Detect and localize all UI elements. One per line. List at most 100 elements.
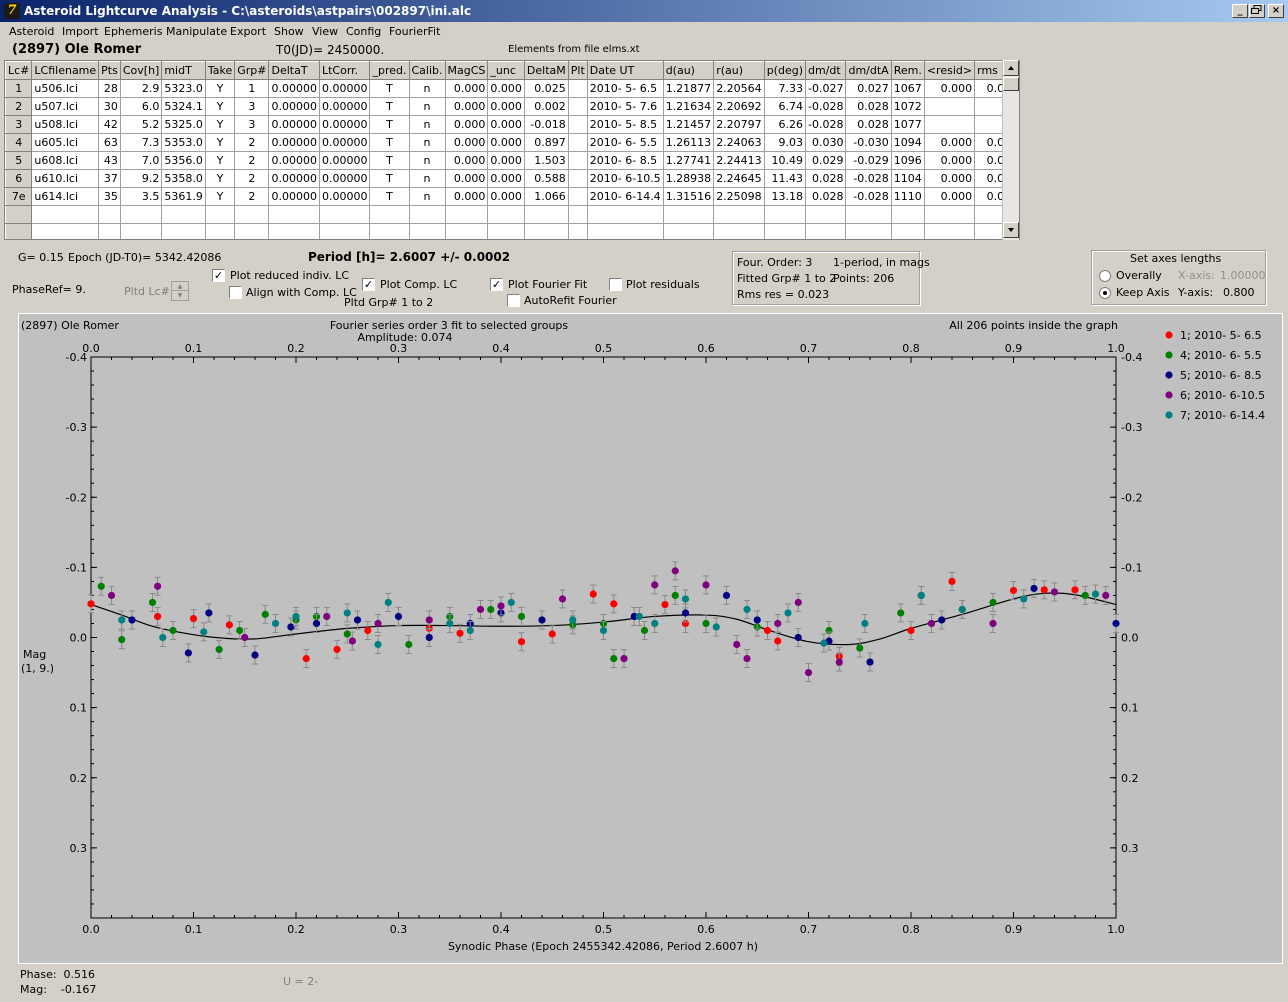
table-cell[interactable]: 5323.0: [161, 79, 206, 98]
row-header[interactable]: 6: [5, 169, 33, 188]
table-cell[interactable]: -0.028: [845, 169, 892, 188]
table-cell[interactable]: 0.00000: [268, 97, 320, 116]
row-header[interactable]: 7e: [5, 187, 33, 206]
table-cell[interactable]: T: [369, 133, 410, 152]
pltd-lc-spinner[interactable]: ▲ ▼: [171, 281, 189, 301]
table-cell[interactable]: 0.00000: [268, 151, 320, 170]
scroll-thumb[interactable]: [1003, 77, 1019, 91]
table-cell[interactable]: 2010- 6- 5.5: [586, 133, 664, 152]
table-cell[interactable]: -0.030: [845, 133, 892, 152]
column-header[interactable]: DeltaM: [523, 61, 569, 80]
table-cell[interactable]: 0.000: [487, 187, 525, 206]
plot-fourier-checkbox[interactable]: ✓: [490, 278, 503, 291]
table-cell[interactable]: 0.00000: [318, 169, 371, 188]
column-header[interactable]: MagCS: [444, 61, 489, 80]
table-cell[interactable]: 0.588: [523, 169, 569, 188]
table-cell[interactable]: 2010- 5- 6.5: [586, 79, 664, 98]
table-cell[interactable]: [586, 205, 664, 224]
table-cell[interactable]: [567, 115, 588, 134]
app-icon[interactable]: 7: [4, 3, 20, 19]
table-cell[interactable]: 1096: [890, 151, 925, 170]
column-header[interactable]: Take: [204, 61, 236, 80]
lightcurve-plot[interactable]: 0.0 0.0 0.1 0.1 0.2 0.2 0.3 0.3 0.4 0.4 0.5 0.5 0.6 0…: [18, 313, 1283, 964]
table-cell[interactable]: 1094: [890, 133, 925, 152]
table-cell[interactable]: 2: [234, 151, 270, 170]
menu-import[interactable]: Import: [62, 25, 99, 38]
row-header[interactable]: 5: [5, 151, 33, 170]
table-cell[interactable]: [31, 205, 100, 224]
column-header[interactable]: dm/dtA: [845, 61, 892, 80]
table-cell[interactable]: [119, 223, 163, 239]
table-cell[interactable]: [98, 223, 121, 239]
table-cell[interactable]: [98, 205, 121, 224]
row-header[interactable]: 2: [5, 97, 33, 116]
table-cell[interactable]: [845, 205, 892, 224]
scroll-up-button[interactable]: [1003, 60, 1019, 76]
table-cell[interactable]: 0.000: [923, 187, 976, 206]
table-cell[interactable]: [161, 205, 206, 224]
table-cell[interactable]: 0.000: [487, 115, 525, 134]
table-cell[interactable]: 0.00000: [268, 169, 320, 188]
table-cell[interactable]: 13.18: [763, 187, 807, 206]
table-cell[interactable]: n: [408, 79, 446, 98]
table-cell[interactable]: T: [369, 187, 410, 206]
table-cell[interactable]: 1104: [890, 169, 925, 188]
table-row[interactable]: [5, 205, 1019, 224]
table-cell[interactable]: 1.066: [523, 187, 569, 206]
column-header[interactable]: r(au): [713, 61, 765, 80]
table-cell[interactable]: Y: [204, 151, 236, 170]
menu-export[interactable]: Export: [230, 25, 267, 38]
column-header[interactable]: Lc#: [5, 61, 33, 80]
table-cell[interactable]: 0.00000: [318, 97, 371, 116]
table-cell[interactable]: 2.20564: [713, 79, 765, 98]
column-header[interactable]: LCfilename: [31, 61, 100, 80]
table-cell[interactable]: [923, 97, 976, 116]
table-cell[interactable]: [567, 79, 588, 98]
table-cell[interactable]: 0.000: [444, 187, 489, 206]
table-cell[interactable]: 0.00000: [318, 133, 371, 152]
column-header[interactable]: LtCorr.: [318, 61, 371, 80]
table-cell[interactable]: [567, 169, 588, 188]
table-cell[interactable]: 10.49: [763, 151, 807, 170]
table-cell[interactable]: [804, 205, 847, 224]
plot-comp-checkbox[interactable]: ✓: [362, 278, 375, 291]
table-cell[interactable]: [713, 205, 765, 224]
table-cell[interactable]: 30: [98, 97, 121, 116]
menu-config[interactable]: Config: [346, 25, 382, 38]
column-header[interactable]: DeltaT: [268, 61, 320, 80]
table-cell[interactable]: Y: [204, 169, 236, 188]
table-cell[interactable]: [567, 97, 588, 116]
table-cell[interactable]: u610.lci: [31, 169, 100, 188]
table-cell[interactable]: 1077: [890, 115, 925, 134]
table-cell[interactable]: [408, 205, 446, 224]
table-cell[interactable]: 0.000: [487, 79, 525, 98]
table-cell[interactable]: [444, 223, 489, 239]
table-cell[interactable]: 0.000: [923, 169, 976, 188]
table-cell[interactable]: T: [369, 79, 410, 98]
table-cell[interactable]: 1.31516: [662, 187, 715, 206]
grid-scrollbar[interactable]: [1002, 60, 1019, 240]
table-cell[interactable]: T: [369, 97, 410, 116]
table-cell[interactable]: [586, 223, 664, 239]
table-cell[interactable]: 2.24645: [713, 169, 765, 188]
table-row[interactable]: [5, 223, 1019, 239]
table-cell[interactable]: 2.25098: [713, 187, 765, 206]
table-cell[interactable]: 0.027: [845, 79, 892, 98]
table-cell[interactable]: Y: [204, 97, 236, 116]
table-cell[interactable]: 0.000: [923, 133, 976, 152]
table-cell[interactable]: [890, 223, 925, 239]
table-cell[interactable]: 1.503: [523, 151, 569, 170]
table-cell[interactable]: [487, 205, 525, 224]
table-cell[interactable]: n: [408, 133, 446, 152]
column-header[interactable]: d(au): [662, 61, 715, 80]
table-cell[interactable]: 0.028: [845, 115, 892, 134]
table-cell[interactable]: [662, 223, 715, 239]
table-cell[interactable]: 9.2: [119, 169, 163, 188]
row-header[interactable]: [5, 223, 33, 239]
menu-ephemeris[interactable]: Ephemeris: [104, 25, 163, 38]
table-cell[interactable]: 3: [234, 115, 270, 134]
